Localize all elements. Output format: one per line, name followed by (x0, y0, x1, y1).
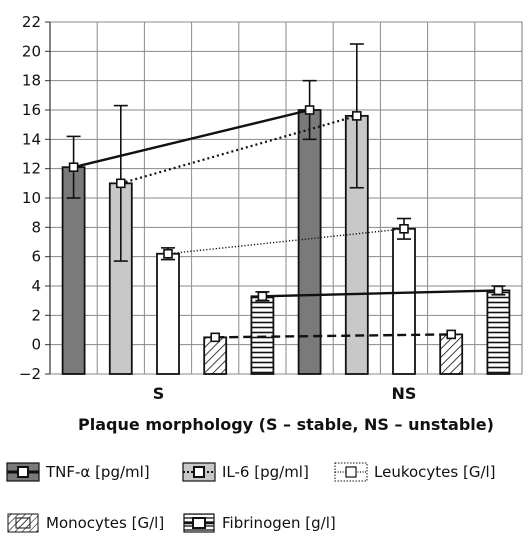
y-tick-label: 4 (31, 277, 41, 295)
series-line (215, 333, 452, 339)
mean-marker (493, 285, 504, 296)
legend-item-tnf: TNF-α [pg/ml] (6, 462, 150, 482)
mean-marker (210, 332, 220, 343)
category-label: NS (392, 384, 417, 403)
y-tick-label: −2 (19, 365, 41, 383)
legend-item-leukocytes: Leukocytes [G/l] (334, 462, 496, 482)
legend-label-il6: IL-6 [pg/ml] (222, 463, 309, 481)
category-label: S (153, 384, 165, 403)
legend-label-tnf: TNF-α [pg/ml] (46, 463, 150, 481)
bar (297, 109, 322, 375)
y-tick-label: 2 (31, 306, 41, 324)
legend-label-monocytes: Monocytes [G/l] (46, 514, 165, 532)
bar (203, 336, 228, 375)
chart: −2 0 2 4 6 8 10 12 14 16 18 20 22 S NS Plaque morpholog… (19, 13, 523, 434)
bar (250, 295, 275, 375)
y-tick-label: 6 (31, 248, 41, 266)
mean-marker (68, 162, 79, 172)
bar (486, 289, 511, 375)
legend-swatch-monocytes (7, 513, 39, 533)
y-tick-label: 16 (22, 101, 41, 119)
y-tick-label: 10 (22, 189, 41, 207)
legend-swatch-leukocytes (334, 462, 368, 482)
bar (392, 227, 416, 375)
x-axis-label: Plaque morphology (S – stable, NS – unst… (78, 415, 494, 434)
bar (156, 252, 180, 375)
y-tick-label: 8 (31, 218, 41, 236)
mean-marker (399, 224, 409, 234)
series-line (120, 114, 358, 185)
y-tick-label: 12 (22, 160, 41, 178)
bar (439, 333, 464, 375)
mean-marker (116, 178, 126, 189)
mean-marker (304, 105, 315, 115)
legend-label-fibrinogen: Fibrinogen [g/l] (222, 514, 336, 532)
y-tick-label: 14 (22, 130, 41, 148)
mean-marker (257, 291, 268, 302)
y-tick-label: 20 (22, 42, 41, 60)
y-tick-label: 0 (31, 336, 41, 354)
legend-item-monocytes: Monocytes [G/l] (6, 512, 164, 534)
y-tick-label: 18 (22, 72, 41, 90)
legend-label-leukocytes: Leukocytes [G/l] (374, 463, 496, 481)
series-line (167, 228, 405, 255)
mean-marker (351, 111, 362, 121)
legend-item-il6: IL-6 [pg/ml] (182, 462, 309, 482)
mean-marker (446, 329, 457, 340)
legend-swatch-fibrinogen (183, 513, 215, 533)
mean-marker (163, 248, 173, 259)
series-line (262, 289, 499, 298)
legend-item-fibrinogen: Fibrinogen [g/l] (182, 512, 336, 534)
y-tick-label: 22 (22, 13, 41, 31)
series-line (73, 108, 310, 169)
legend-swatch-tnf (6, 462, 40, 482)
legend-swatch-il6 (182, 462, 216, 482)
